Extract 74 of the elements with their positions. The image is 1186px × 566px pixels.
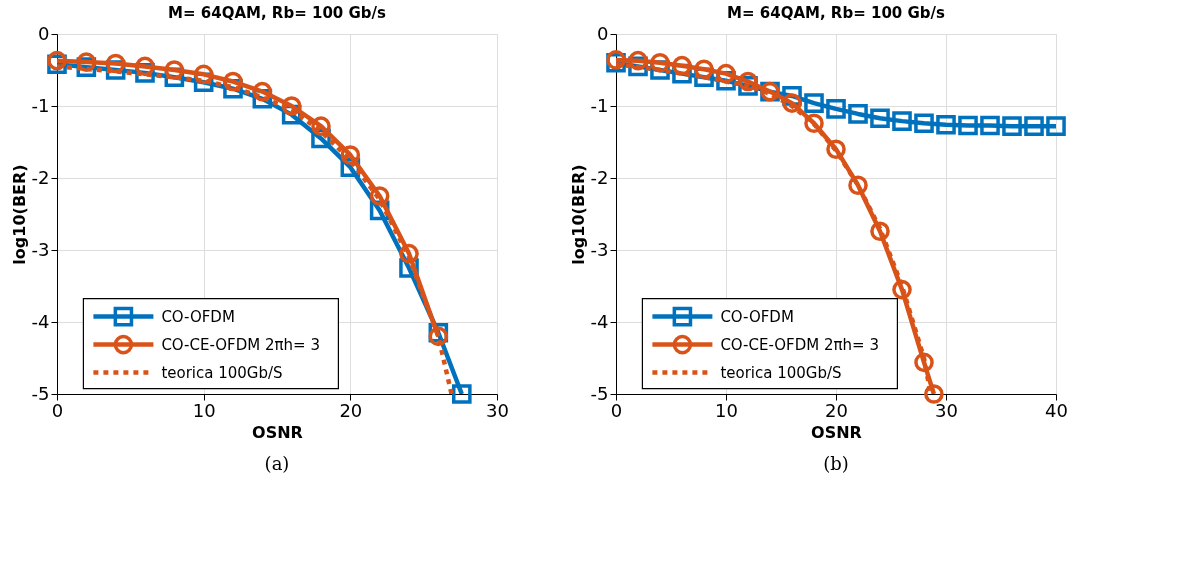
y-tick-label: -1	[31, 94, 50, 116]
point	[738, 71, 758, 92]
point	[892, 279, 912, 300]
point	[936, 114, 956, 135]
point	[804, 93, 824, 113]
legend-label: CO-CE-OFDM 2πh= 3	[161, 335, 320, 354]
point	[782, 93, 802, 113]
point	[826, 139, 846, 159]
y-tick-label: -3	[590, 238, 609, 260]
y-tick-label: -5	[590, 382, 609, 404]
y-tick-label: -2	[31, 166, 50, 188]
x-tick-label: 20	[825, 399, 848, 421]
point	[451, 384, 472, 404]
point	[1024, 116, 1044, 136]
point	[804, 113, 824, 134]
y-axis-title: log10(BER)	[568, 164, 588, 265]
point	[252, 81, 273, 102]
y-tick-label: -4	[31, 310, 50, 332]
y-tick-label: -3	[31, 238, 50, 260]
legend-label: CO-CE-OFDM 2πh= 3	[720, 335, 879, 354]
point	[694, 59, 714, 80]
point	[135, 56, 155, 77]
x-tick-label: 10	[715, 399, 738, 421]
y-tick-label: 0	[597, 22, 609, 44]
point	[826, 99, 846, 119]
point	[223, 71, 243, 92]
point	[980, 115, 1000, 136]
point	[848, 104, 868, 124]
point	[848, 175, 868, 195]
chart-title: M= 64QAM, Rb= 100 Gb/s	[727, 4, 945, 22]
y-tick-label: -4	[590, 310, 609, 332]
y-tick-label: -1	[590, 94, 609, 116]
point	[281, 96, 302, 116]
point	[105, 53, 126, 74]
legend-label: CO-OFDM	[720, 307, 794, 326]
point	[672, 55, 692, 76]
point	[311, 116, 331, 136]
x-tick-label: 0	[51, 399, 64, 421]
point	[193, 64, 214, 85]
point	[369, 186, 390, 206]
x-tick-label: 20	[339, 399, 363, 421]
y-axis-title: log10(BER)	[9, 164, 29, 265]
point	[628, 50, 648, 71]
y-tick-label: 0	[38, 22, 50, 44]
point	[1002, 116, 1022, 136]
y-tick-label: -2	[590, 166, 609, 188]
x-axis-title: OSNR	[811, 422, 862, 442]
x-tick-label: 40	[1045, 399, 1068, 421]
text: (b)	[823, 453, 849, 474]
legend-label: teorica 100Gb/S	[720, 363, 842, 382]
legend-label: CO-OFDM	[161, 307, 235, 326]
x-tick-label: 30	[486, 399, 509, 421]
point	[924, 384, 944, 404]
legend-label: teorica 100Gb/S	[161, 363, 283, 382]
point	[870, 108, 890, 129]
x-tick-label: 30	[935, 399, 958, 421]
text: (a)	[264, 453, 290, 474]
point	[340, 145, 361, 165]
point	[914, 113, 934, 134]
point	[650, 53, 670, 73]
point	[870, 221, 890, 242]
point	[914, 352, 934, 373]
point	[716, 63, 736, 84]
point	[1046, 116, 1066, 136]
point	[892, 111, 912, 131]
x-tick-label: 10	[192, 399, 216, 421]
y-tick-label: -5	[31, 382, 50, 404]
point	[76, 52, 97, 72]
point	[958, 115, 978, 136]
chart-title: M= 64QAM, Rb= 100 Gb/s	[168, 4, 386, 22]
x-tick-label: 0	[610, 399, 623, 421]
point	[399, 243, 419, 264]
x-axis-title: OSNR	[252, 422, 303, 442]
point	[164, 60, 185, 80]
